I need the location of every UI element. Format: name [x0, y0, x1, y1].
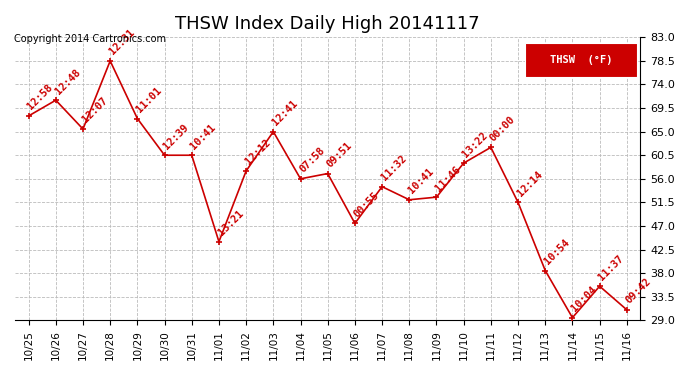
- Text: 12:14: 12:14: [515, 169, 544, 198]
- Text: 10:04: 10:04: [569, 284, 599, 314]
- Text: 10:54: 10:54: [542, 237, 571, 266]
- Text: 00:55: 00:55: [352, 190, 381, 219]
- Text: 12:48: 12:48: [53, 67, 82, 96]
- Text: 07:58: 07:58: [297, 146, 327, 175]
- Text: 11:01: 11:01: [135, 85, 164, 114]
- Text: 13:21: 13:21: [216, 209, 245, 237]
- Text: 09:42: 09:42: [624, 276, 653, 306]
- Title: THSW Index Daily High 20141117: THSW Index Daily High 20141117: [175, 15, 480, 33]
- Text: 11:37: 11:37: [597, 253, 626, 282]
- Text: 11:32: 11:32: [380, 153, 408, 183]
- Text: 12:39: 12:39: [161, 122, 191, 151]
- Text: 00:00: 00:00: [488, 114, 517, 143]
- Text: 12:58: 12:58: [26, 82, 55, 112]
- Text: 13:22: 13:22: [461, 130, 490, 159]
- Text: 10:41: 10:41: [189, 122, 218, 151]
- Text: 11:46: 11:46: [433, 164, 463, 193]
- Text: 12:31: 12:31: [107, 28, 137, 57]
- Text: Copyright 2014 Cartronics.com: Copyright 2014 Cartronics.com: [14, 34, 166, 44]
- Text: 12:41: 12:41: [270, 98, 299, 128]
- Text: 09:51: 09:51: [325, 140, 354, 170]
- Text: 12:12: 12:12: [243, 138, 273, 167]
- Text: 10:41: 10:41: [406, 166, 435, 196]
- Text: 12:07: 12:07: [80, 96, 109, 125]
